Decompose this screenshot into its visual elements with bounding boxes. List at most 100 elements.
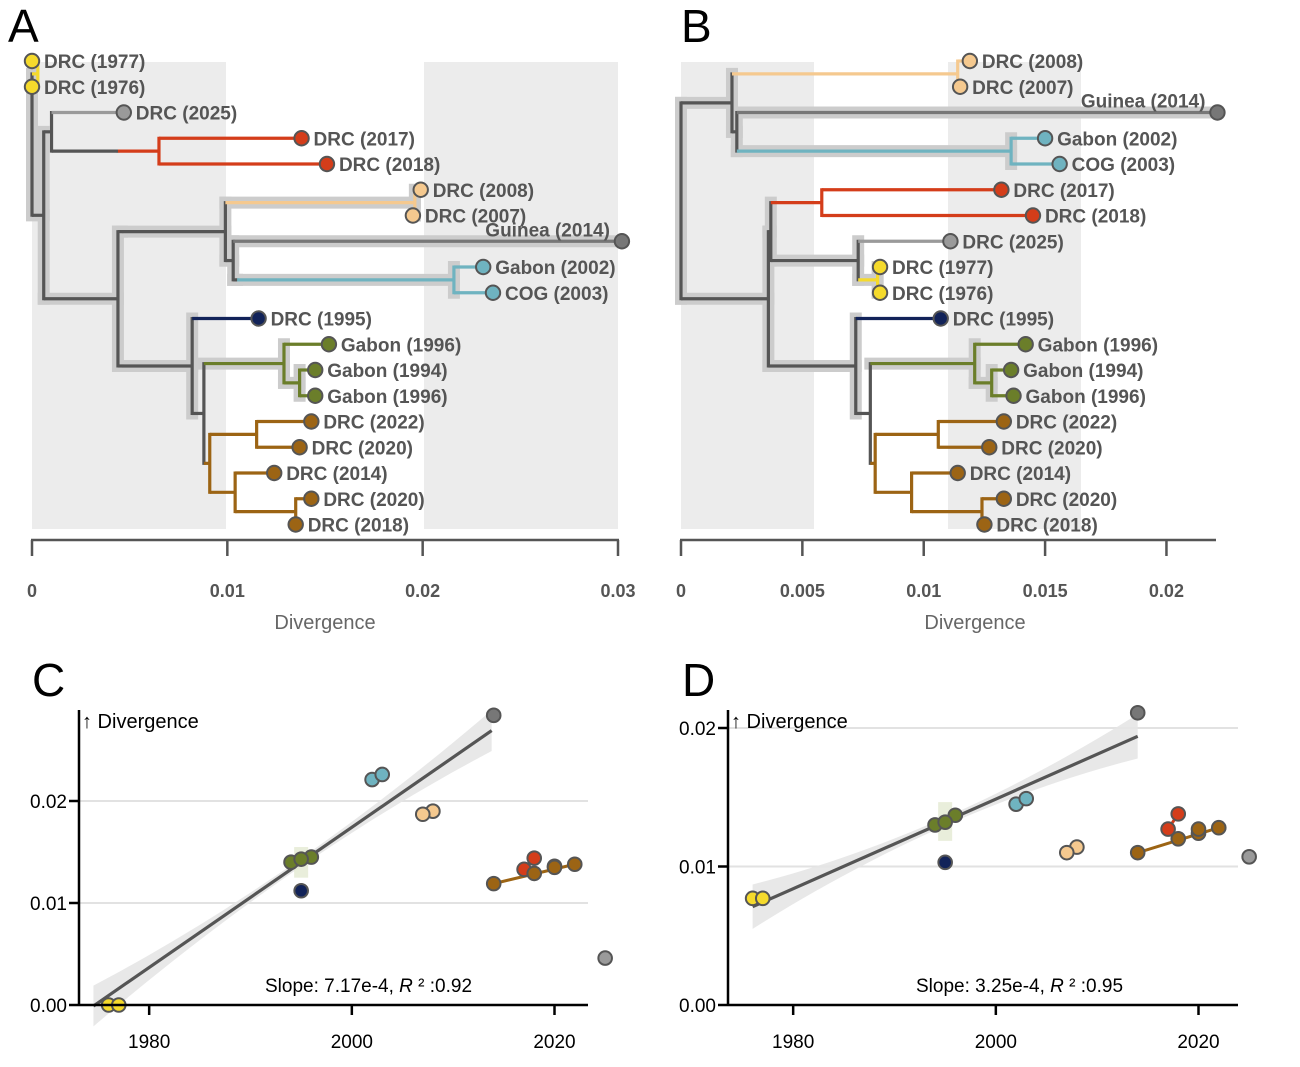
panel-d-point-14 xyxy=(1210,819,1227,836)
panel-c-grid xyxy=(79,800,588,904)
panel-a-tick-label-3: 0.03 xyxy=(600,581,635,601)
panel-a-leaf-drc-2022-34-marker xyxy=(303,413,320,430)
panel-b-leaf-guinea-2014-6-marker xyxy=(1209,104,1226,121)
panel-b-leaf-drc-1977-18-marker xyxy=(871,258,889,276)
panel-b-leaf-drc-2020-31-label: DRC (2020) xyxy=(1001,438,1102,459)
panel-a-leaf-gabon-2002-21-marker xyxy=(475,258,492,276)
panel-a-leaf-drc-1976-3-label: DRC (1976) xyxy=(44,78,145,99)
panel-a-branches xyxy=(30,59,622,526)
panel-a-leaf-gabon-1994-30-label: Gabon (1994) xyxy=(327,361,447,382)
panel-a-leaf-cog-2003-22-label: COG (2003) xyxy=(505,284,608,305)
panel-b-leaf-drc-2018-36-marker xyxy=(976,516,993,533)
panel-c-point-14 xyxy=(566,856,583,873)
panel-a-leaf-gabon-1996-31-label: Gabon (1996) xyxy=(327,387,447,408)
panel-d-point-1 xyxy=(754,890,771,907)
panel-d-xtick-label-1: 2000 xyxy=(975,1032,1017,1053)
panel-a-leaf-guinea-2014-18-label: Guinea (2014) xyxy=(485,220,610,241)
panel-a-leaf-drc-2025-6-label: DRC (2025) xyxy=(136,104,237,125)
panel-c-r2-text: ² :0.92 xyxy=(413,976,472,997)
panel-c-point-10 xyxy=(293,882,309,899)
panel-a-leaf-drc-2007-16-label: DRC (2007) xyxy=(425,207,526,228)
panel-a-leaf-gabon-1996-31-marker xyxy=(307,387,324,404)
panel-b-leaf-cog-2003-9-marker xyxy=(1051,155,1068,173)
panel-a-leaf-guinea-2014-18-marker xyxy=(613,233,631,250)
panel-a-leaf-drc-2007-16-marker xyxy=(404,207,422,224)
panel-c-point-16 xyxy=(485,875,502,892)
panel-d-y-axis-title: ↑ Divergence xyxy=(731,711,848,733)
panel-a-leaf-drc-2018-10-marker xyxy=(318,155,336,173)
panel-letter-c: C xyxy=(32,654,65,706)
panel-c-ytick-label-2: 0.02 xyxy=(30,792,67,813)
panel-b-leaf-gabon-1996-27-label: Gabon (1996) xyxy=(1026,387,1146,408)
panel-b-leaf-drc-1977-18-label: DRC (1977) xyxy=(892,258,993,279)
panel-a-leaf-drc-2022-34-label: DRC (2022) xyxy=(323,413,424,434)
panel-b-leaf-gabon-1994-26-label: Gabon (1994) xyxy=(1023,361,1143,382)
panel-a-leaf-drc-2017-9-label: DRC (2017) xyxy=(314,129,415,150)
panel-b-tick-label-4: 0.02 xyxy=(1149,581,1184,601)
panel-b-x-axis-title: Divergence xyxy=(924,612,1025,634)
panel-b-x-axis: 0 0.005 0.01 0.015 0.02 xyxy=(676,538,1216,601)
panel-a-leaf-drc-1977-2-label: DRC (1977) xyxy=(44,52,145,73)
panel-d-point-7 xyxy=(1129,704,1146,721)
panel-c-scatter: 0.00 0.01 0.02 1980 2000 2020 ↑ Divergence Sl… xyxy=(30,707,613,1053)
panel-a-leaf-drc-2025-6-marker xyxy=(115,104,133,121)
panel-c-point-9 xyxy=(374,766,391,783)
panel-a-leaf-gabon-1996-28-marker xyxy=(320,336,338,353)
panel-a-leaf-drc-2014-37-label: DRC (2014) xyxy=(286,464,387,485)
panel-b-leaf-drc-2007-4-marker xyxy=(951,78,969,95)
panel-d-xtick-label-2: 2020 xyxy=(1177,1032,1219,1053)
panel-b-leaf-drc-1976-19-marker xyxy=(871,284,889,301)
panel-d-point-4 xyxy=(1170,806,1187,822)
panel-d-annotation: Slope: 3.25e-4, R ² :0.95 xyxy=(916,976,1123,997)
panel-b-leaf-drc-2018-14-label: DRC (2018) xyxy=(1045,207,1146,228)
panel-a-leaf-drc-2018-10-label: DRC (2018) xyxy=(339,155,440,176)
panel-b-leaf-drc-2008-3-marker xyxy=(961,52,979,70)
panel-letter-a: A xyxy=(8,0,39,52)
panel-d-xtick-label-0: 1980 xyxy=(772,1032,814,1053)
panel-d-ytick-label-1: 0.01 xyxy=(679,858,716,879)
panel-d-axes: 0.00 0.01 0.02 1980 2000 2020 xyxy=(679,710,1238,1053)
panel-c-points xyxy=(100,707,613,1013)
panel-b-leaf-drc-2007-4-label: DRC (2007) xyxy=(972,78,1073,99)
panel-a-tick-label-0: 0 xyxy=(27,581,37,601)
panel-b-leaf-gabon-1996-24-marker xyxy=(1017,336,1034,353)
panel-d-r2-text: ² :0.95 xyxy=(1064,976,1123,997)
panel-a-leaf-drc-1976-3-marker xyxy=(23,78,41,95)
panel-a-x-axis-title: Divergence xyxy=(274,612,375,634)
panel-a-leaf-cog-2003-22-marker xyxy=(484,284,502,301)
panel-b-leaf-drc-2020-35-marker xyxy=(995,490,1013,507)
panel-c-point-6 xyxy=(414,806,431,823)
panel-a-leaf-drc-2014-37-marker xyxy=(266,464,283,482)
panel-c-xtick-label-2: 2020 xyxy=(533,1032,575,1053)
panel-d-ytick-label-0: 0.00 xyxy=(679,996,716,1017)
panel-c-xtick-label-1: 2000 xyxy=(331,1032,373,1053)
panel-d-point-10 xyxy=(937,854,953,871)
panel-b-tick-label-2: 0.01 xyxy=(906,581,941,601)
panel-letter-d: D xyxy=(682,654,715,706)
panel-a-leaf-drc-2020-39-marker xyxy=(303,490,320,507)
panel-b-leaf-drc-2014-33-marker xyxy=(949,464,966,482)
panel-b-leaf-drc-1995-21-marker xyxy=(932,310,949,327)
panel-a-leaf-drc-1995-25-marker xyxy=(250,310,267,327)
panel-a-tick-label-1: 0.01 xyxy=(210,581,245,601)
panel-a-leaf-drc-2008-15-label: DRC (2008) xyxy=(433,181,534,202)
panel-c-ytick-label-0: 0.00 xyxy=(30,996,67,1017)
panel-b-leaf-drc-1995-21-label: DRC (1995) xyxy=(953,310,1054,331)
panel-c-point-13 xyxy=(293,851,309,867)
panel-d-point-3 xyxy=(1160,821,1176,837)
panel-d-r-symbol: R xyxy=(1050,976,1064,997)
panel-c-ytick-label-1: 0.01 xyxy=(30,894,67,915)
panel-c-axes: 0.00 0.01 0.02 1980 2000 2020 xyxy=(30,710,588,1053)
panel-b-leaf-drc-2025-16-marker xyxy=(942,233,959,250)
panel-d-points xyxy=(744,704,1257,907)
panel-b-leaf-guinea-2014-6-label: Guinea (2014) xyxy=(1081,92,1206,113)
panel-d-point-18 xyxy=(1170,831,1187,847)
panel-d-scatter: 0.00 0.01 0.02 1980 2000 2020 ↑ Divergence Sl… xyxy=(679,704,1257,1053)
panel-b-leaf-drc-2020-35-label: DRC (2020) xyxy=(1016,490,1117,511)
panel-d-point-6 xyxy=(1058,844,1075,861)
panel-d-point-13 xyxy=(937,814,953,830)
panel-b-leaf-drc-2014-33-label: DRC (2014) xyxy=(970,464,1071,485)
panel-b-leaf-drc-2025-16-label: DRC (2025) xyxy=(962,232,1063,253)
panel-b-branches xyxy=(679,59,1218,527)
panel-b-leaf-drc-2008-3-label: DRC (2008) xyxy=(982,52,1083,73)
